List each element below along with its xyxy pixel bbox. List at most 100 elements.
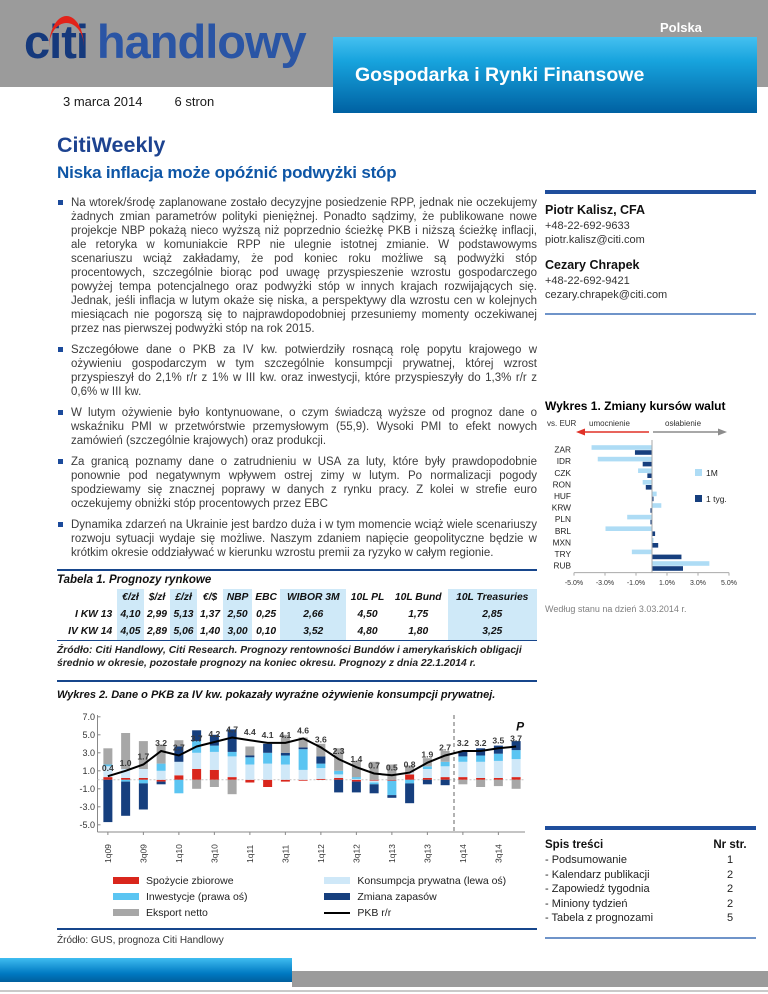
- logo-citi: citi: [24, 16, 89, 65]
- gdp-bar-segment: [351, 778, 361, 780]
- column-header: NBP: [223, 589, 252, 606]
- bullet-text: Za granicą poznamy dane o zatrudnieniu w…: [71, 456, 537, 510]
- fx-bar: [591, 445, 652, 450]
- fx-bar: [652, 496, 654, 502]
- gdp-bar-segment: [103, 766, 113, 777]
- gdp-chart-source: Źródło: GUS, prognoza Citi Handlowy: [57, 934, 224, 946]
- gdp-bar-segment: [298, 748, 308, 770]
- contact-phone: +48-22-692-9633: [545, 220, 630, 232]
- gdp-bar-segment: [511, 779, 521, 789]
- gdp-value-label: 3.2: [457, 738, 469, 748]
- gdp-bar-segment: [227, 779, 237, 794]
- gdp-bar-segment: [422, 777, 432, 780]
- gdp-ytick-label: -5.0: [79, 820, 95, 830]
- gdp-bar-segment: [156, 763, 166, 771]
- fx-tick-label: -3.0%: [596, 580, 614, 587]
- bullet-square-icon: [58, 347, 63, 352]
- gdp-bar-segment: [174, 746, 184, 762]
- gdp-bar-segment: [387, 779, 397, 781]
- fx-tick-label: 1.0%: [659, 580, 675, 587]
- bullet-item: Na wtorek/środę zaplanowane zostało decy…: [57, 196, 537, 336]
- gdp-bar-segment: [476, 779, 486, 787]
- gdp-bar-segment: [156, 770, 166, 780]
- gdp-stacked-bar-chart: 7.0 5.0 3.0 1.0 -1.0 -3.0 -5.0 0.4 1.0 1.7 3.2 2.7 3…: [79, 712, 525, 863]
- fx-legend-1w-swatch: [695, 495, 702, 503]
- fx-bar: [605, 526, 652, 532]
- bullet-text: Dynamika zdarzeń na Ukrainie jest bardzo…: [71, 519, 537, 559]
- gdp-legend-swatch: [113, 893, 139, 901]
- gdp-xtick-label: 1q13: [387, 844, 397, 863]
- gdp-bar-segment: [280, 752, 290, 756]
- toc-item: - Podsumowanie 1: [545, 853, 756, 868]
- gdp-bar-segment: [121, 779, 131, 782]
- gdp-ytick-label: -1.0: [79, 784, 95, 794]
- gdp-bar-segment: [103, 764, 113, 767]
- column-header: €/zł: [117, 589, 144, 606]
- contact-card: Piotr Kalisz, CFA +48-22-692-9633 piotr.ka…: [545, 203, 756, 248]
- gdp-value-label: 0.4: [102, 763, 114, 773]
- contact-email: cezary.chrapek@citi.com: [545, 288, 668, 301]
- gdp-ytick-label: 5.0: [82, 730, 95, 740]
- column-header: 10L Bund: [394, 592, 442, 603]
- gdp-value-label: 4.2: [208, 729, 220, 739]
- gdp-bar-segment: [422, 766, 432, 769]
- fx-category-label: RUB: [553, 561, 571, 571]
- column-header: WIBOR 3M: [280, 589, 347, 606]
- gdp-bar-segment: [245, 779, 255, 783]
- gdp-bar-segment: [209, 745, 219, 752]
- citi-handlowy-logo: citi handlowy: [24, 16, 307, 65]
- gdp-bar-segment: [280, 755, 290, 765]
- table-cell: 1,75: [408, 609, 429, 620]
- gdp-bar-segment: [227, 756, 237, 777]
- table-cell: 4,05: [117, 623, 144, 641]
- gdp-value-label: 3.5: [492, 735, 504, 745]
- gdp-bar-segment: [138, 777, 148, 780]
- toc-item-page: 5: [726, 912, 734, 925]
- table-cell: 4,10: [117, 606, 144, 623]
- gdp-value-label: 2.7: [173, 742, 185, 752]
- fx-bar: [650, 508, 652, 513]
- forecast-table-head: €/zł $/zł £/zł €/$ NBP EBC WIBOR 3M 10L PL 10L B…: [57, 589, 537, 606]
- fx-bar: [652, 566, 683, 571]
- toc-item-page: 2: [726, 883, 734, 896]
- gdp-bar-segment: [263, 779, 273, 787]
- toc-item-label: - Zapowiedź tygodnia: [545, 883, 650, 896]
- gdp-bar-segment: [121, 777, 131, 780]
- gdp-bar-segment: [493, 745, 503, 754]
- toc-items: - Podsumowanie 1- Kalendarz publikacji 2- …: [545, 853, 756, 926]
- gdp-ytick-label: -3.0: [79, 802, 95, 812]
- contact-phone: +48-22-692-9421: [545, 274, 630, 287]
- gdp-legend-item: Zmiana zapasów: [324, 891, 537, 903]
- gdp-bar-segment: [440, 776, 450, 780]
- toc-item: - Tabela z prognozami 5: [545, 911, 756, 926]
- bullet-item: Za granicą poznamy dane o zatrudnieniu w…: [57, 455, 537, 511]
- gdp-bar-segment: [174, 739, 184, 747]
- table-cell: 2,66: [280, 606, 347, 623]
- gdp-bar-segment: [405, 765, 415, 773]
- gdp-bar-segment: [227, 751, 237, 757]
- gdp-bar-segment: [511, 758, 521, 777]
- gdp-bar-segment: [192, 779, 202, 789]
- toc-item: - Miniony tydzień 2: [545, 897, 756, 912]
- gdp-bar-segment: [103, 748, 113, 765]
- column-header: $/zł: [148, 592, 166, 603]
- forecast-p-label: P: [516, 719, 525, 733]
- toc-item-label: - Kalendarz publikacji: [545, 868, 650, 881]
- gdp-bar-segment: [334, 774, 344, 778]
- footer-strip: [0, 990, 768, 992]
- table-row: I KW 13 4,10 2,99 5,13 1,37 2,50 0,25 2,66 4,50 1…: [57, 606, 537, 623]
- gdp-bar-segment: [511, 740, 521, 750]
- fx-category-label: MXN: [553, 538, 571, 548]
- fx-bar: [652, 503, 662, 508]
- table1-source: Źródło: Citi Handlowy, Citi Research. Pr…: [57, 645, 522, 669]
- gdp-line: [107, 736, 517, 777]
- gdp-bar-segment: [476, 777, 486, 780]
- gdp-bar-segment: [121, 768, 131, 778]
- report-subtitle: Niska inflacja może opóźnić podwyżki stó…: [57, 163, 397, 182]
- gdp-bar-segment: [280, 764, 290, 780]
- fx-bar: [647, 473, 652, 479]
- gdp-legend-label: Zmiana zapasów: [357, 890, 437, 903]
- gdp-bar-segment: [263, 763, 273, 780]
- gdp-bar-segment: [174, 779, 184, 794]
- gdp-legend-swatch: [113, 877, 139, 885]
